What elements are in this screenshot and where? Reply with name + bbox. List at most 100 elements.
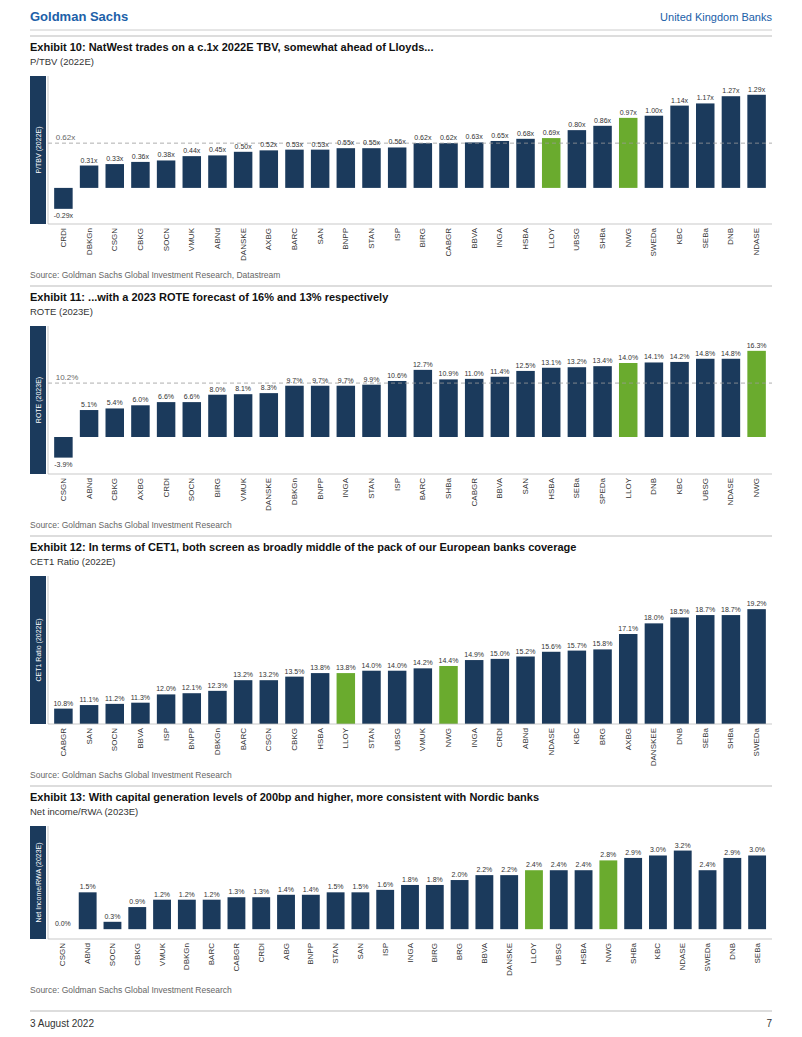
x-tick-label: DNB [728,943,737,960]
data-label: 10.6% [387,372,407,379]
x-tick-label: DBKGn [290,478,299,505]
data-label: 0.0% [55,920,71,927]
x-tick-label: DANSKE [239,228,248,261]
x-tick-label: SEBa [753,942,762,963]
x-tick-label: INGA [495,227,504,247]
bar [593,366,611,437]
data-label: 15.6% [541,643,561,650]
bar [388,147,406,187]
data-label: 2.9% [724,849,740,856]
x-tick-label: DNB [649,478,658,495]
x-tick-label: CABGR [470,478,479,507]
bar [277,895,295,929]
x-tick-label: BIRG [430,943,439,963]
x-axis-line [48,939,772,940]
x-tick-label: CSGN [59,478,68,501]
bar [362,148,380,188]
data-label: 18.5% [670,608,690,615]
chart-title: Exhibit 13: With capital generation leve… [30,791,539,803]
data-label: 1.4% [278,886,294,893]
data-label: 14.8% [695,350,715,357]
data-label: 0.68x [517,130,535,137]
data-label: 8.3% [261,384,277,391]
x-tick-label: LLOY [547,227,556,248]
bar [722,615,740,724]
bar [104,922,122,929]
x-tick-label: VMUK [158,942,167,966]
bar [157,160,175,187]
bar [208,395,226,437]
x-tick-label: SHBa [629,942,638,963]
data-label: 1.5% [352,883,368,890]
source-note: Source: Goldman Sachs Global Investment … [30,770,232,780]
header-right: United Kingdom Banks [660,11,772,23]
panel-rule [30,786,772,787]
x-tick-label: SWEDa [649,227,658,256]
data-label: 1.3% [228,888,244,895]
x-tick-label: VMUK [239,477,248,501]
data-label: 18.7% [721,606,741,613]
data-label: 12.1% [182,684,202,691]
footer-rule [30,1011,772,1012]
x-tick-label: NWG [444,728,453,748]
bar [376,890,394,929]
bar [516,657,534,724]
chart-panel: Exhibit 12: In terms of CET1, both scree… [30,536,772,836]
y-axis-line [48,576,49,724]
plot-area [48,351,772,458]
data-label: -3.9% [54,461,72,468]
x-tick-label: VMUK [418,727,427,751]
data-label: 0.80x [568,121,586,128]
data-label: 13.2% [567,358,587,365]
bar [645,362,663,437]
page: Goldman SachsUnited Kingdom Banks3 Augus… [0,0,802,1037]
x-tick-label: CBKG [133,943,142,966]
x-tick-label: SHBa [726,727,735,748]
x-tick-label: SEBa [701,727,710,748]
x-tick-label: HSBA [521,227,530,249]
bar [54,709,72,724]
chart-subtitle: P/TBV (2022E) [30,56,94,67]
ylabel-sidebar [30,576,46,724]
data-label: 19.2% [747,600,767,607]
bar [599,860,617,929]
data-label: 11.2% [105,695,124,702]
bar [542,652,560,724]
bar [426,885,444,929]
x-tick-label: SWEDa [752,727,761,756]
data-label: 12.0% [156,685,176,692]
data-label: -0.29x [54,212,74,219]
data-label: 2.2% [501,866,517,873]
x-tick-label: INGA [470,727,479,747]
chart-title: Exhibit 11: ...with a 2023 ROTE forecast… [30,291,389,303]
x-tick-label: DANSKE [264,478,273,511]
data-label: 15.0% [490,650,510,657]
data-label: 15.2% [516,648,536,655]
data-label: 3.2% [675,842,691,849]
bar [285,150,303,188]
bar [674,851,692,930]
bar [106,704,124,724]
chart-subtitle: ROTE (2023E) [30,306,93,317]
x-tick-label: DBKGn [213,728,222,755]
x-tick-label: CRDI [59,228,68,248]
data-label: 0.33x [106,155,124,162]
data-label: 1.00x [645,107,663,114]
x-tick-label: AXBG [264,228,273,250]
x-tick-label: BBVA [495,477,504,498]
data-label: 17.1% [618,625,638,632]
data-label: 2.9% [625,849,641,856]
bar [696,359,714,437]
x-tick-label: CABGR [232,943,241,972]
data-label: 12.5% [516,362,536,369]
y-axis-line [48,826,49,939]
x-tick-label: BNPP [341,228,350,250]
data-label: 12.3% [208,682,228,689]
x-tick-label: NDASE [752,228,761,256]
bar [128,907,146,929]
plot-area [48,95,772,209]
data-label: 0.56x [389,138,407,145]
data-label: 14.2% [670,353,690,360]
x-tick-label: KBC [572,728,581,745]
data-label: 14.8% [721,350,741,357]
